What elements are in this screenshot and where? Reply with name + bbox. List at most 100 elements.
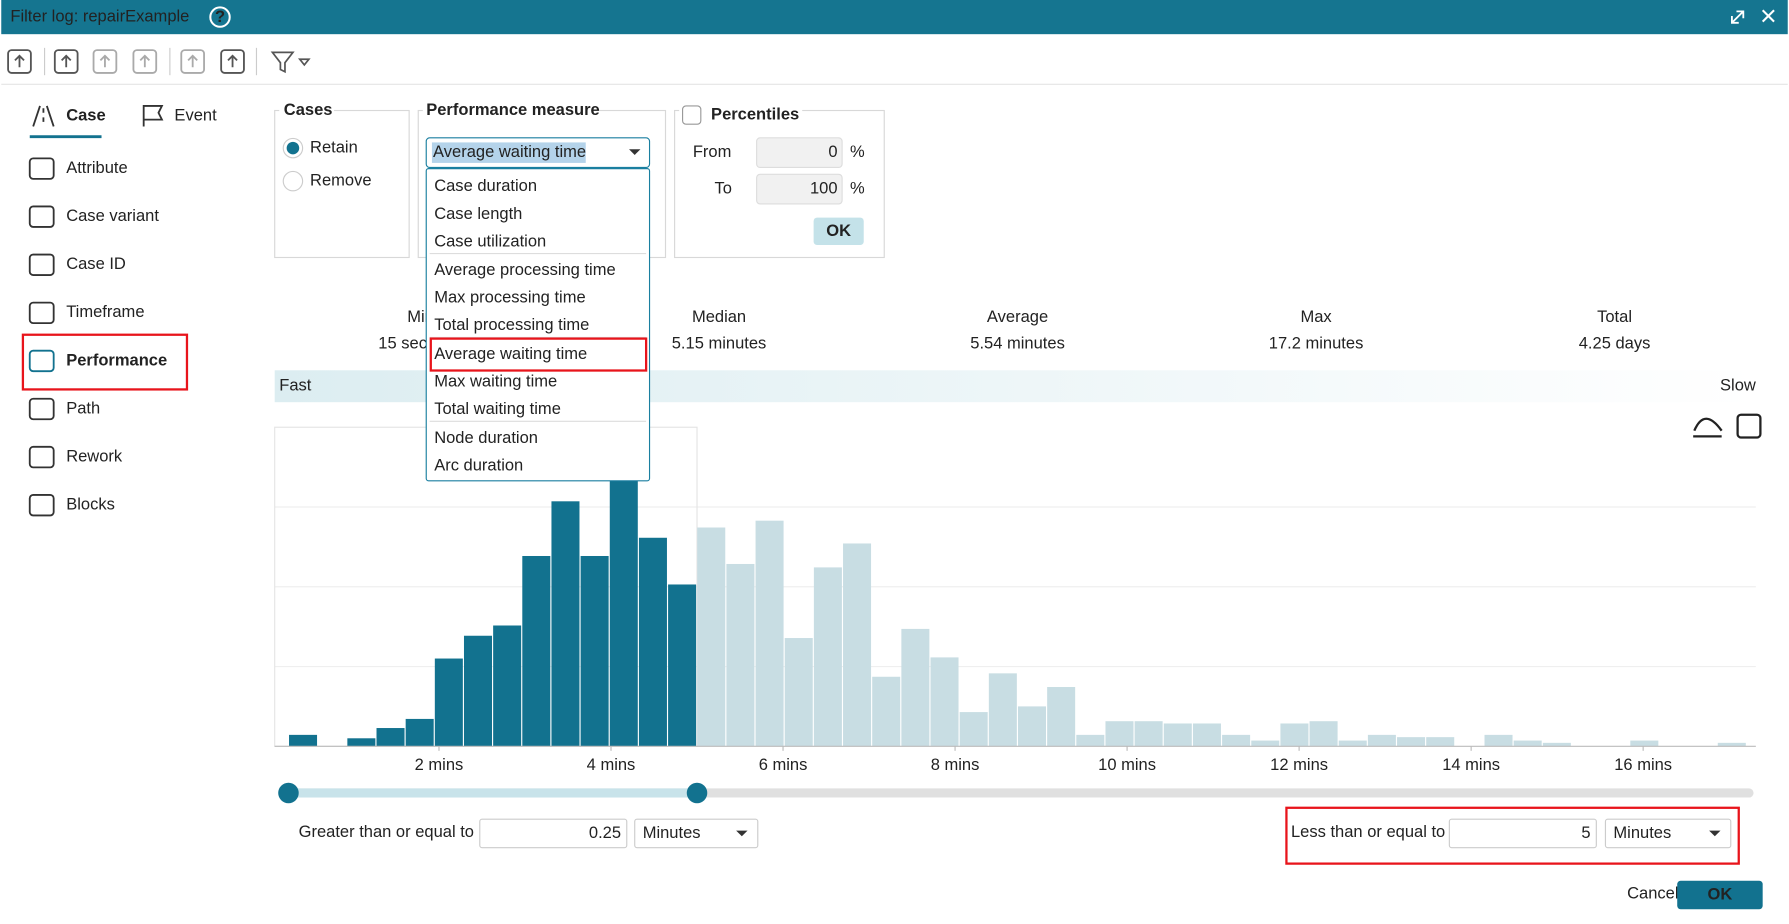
nav-item[interactable]: Path [66, 398, 100, 417]
radio[interactable] [282, 170, 304, 192]
toolbar-button[interactable] [92, 49, 118, 74]
number-value: 0.25 [589, 823, 621, 842]
histogram-bar [1251, 740, 1280, 747]
chart-mode-icon[interactable] [1693, 417, 1723, 438]
histogram-bar [959, 712, 988, 747]
measure-option[interactable]: Average waiting time [434, 344, 587, 363]
nav-tab[interactable]: Case [66, 106, 105, 125]
histogram-bar [551, 501, 580, 747]
measure-option[interactable]: Case utilization [434, 231, 546, 250]
x-tick-label: 2 mins [415, 755, 464, 774]
slider-thumb[interactable] [278, 782, 299, 804]
histogram-bar [493, 625, 522, 747]
histogram-bar [463, 635, 493, 747]
nav-item[interactable]: Attribute [66, 158, 128, 177]
toolbar-button[interactable] [132, 49, 158, 74]
histogram-bar [697, 527, 726, 747]
nav-icon [28, 445, 55, 469]
toolbar-glyph [139, 54, 151, 68]
select-arrow [736, 830, 748, 837]
toolbar-button[interactable] [180, 49, 205, 74]
number-input[interactable] [1448, 818, 1597, 849]
unit-select[interactable] [634, 818, 759, 849]
tab-icon [142, 105, 164, 127]
nav-item[interactable]: Blocks [66, 495, 115, 514]
histogram-bar [1105, 721, 1134, 747]
toolbar-button[interactable] [220, 49, 245, 74]
percentile-input[interactable] [756, 137, 843, 169]
unit-select[interactable] [1604, 818, 1732, 849]
nav-item[interactable]: Case variant [66, 206, 159, 225]
measure-option[interactable]: Total waiting time [434, 399, 561, 418]
measure-option[interactable]: Total processing time [434, 315, 589, 334]
stat-label: Median [692, 307, 746, 326]
nav-tab[interactable]: Event [174, 106, 217, 125]
measure-option[interactable]: Max waiting time [434, 371, 557, 390]
nav-item[interactable]: Performance [66, 350, 167, 369]
ok-label: OK [1708, 884, 1733, 903]
histogram-bar [1047, 687, 1076, 747]
nav-item[interactable]: Rework [66, 446, 123, 465]
toolbar-button[interactable] [7, 49, 32, 74]
toolbar-glyph [61, 54, 72, 68]
histogram-bar [1076, 734, 1105, 747]
stat-label: Total [1597, 307, 1632, 326]
nav-icon [28, 157, 55, 180]
checkbox[interactable] [682, 105, 702, 125]
toolbar-glyph [227, 54, 238, 68]
toolbar-glyph [99, 54, 111, 68]
ok-button[interactable] [1677, 880, 1763, 910]
percentile-input[interactable] [756, 173, 843, 205]
nav-icon [28, 494, 55, 517]
nav-icon [28, 397, 55, 421]
histogram-bar [813, 567, 842, 747]
nav-item[interactable]: Timeframe [66, 302, 144, 321]
histogram-bar [988, 673, 1017, 747]
window-title: Filter log: repairExample [10, 6, 189, 25]
cases-panel [274, 109, 410, 259]
close-icon[interactable] [1761, 9, 1775, 23]
histogram-bar [1367, 734, 1396, 747]
help-icon[interactable] [209, 6, 231, 28]
cancel-button[interactable]: Cancel [1627, 884, 1678, 903]
number-value: 5 [1581, 823, 1590, 842]
measure-option[interactable]: Case duration [434, 176, 537, 195]
nav-icon [28, 205, 55, 228]
expand-icon[interactable] [1730, 10, 1745, 24]
nav-item[interactable]: Case ID [66, 254, 126, 273]
percentile-label: To [714, 178, 731, 197]
toolbar-button[interactable] [53, 49, 79, 74]
histogram-bar [1426, 737, 1455, 747]
measure-value: Average waiting time [433, 142, 586, 161]
slider-thumb[interactable] [686, 782, 708, 804]
measure-option[interactable]: Max processing time [434, 288, 585, 307]
measure-dropdown [425, 168, 651, 482]
histogram-bar [1630, 740, 1659, 747]
histogram-bar [872, 676, 901, 747]
measure-option[interactable]: Arc duration [434, 455, 523, 474]
measure-option[interactable]: Case length [434, 204, 522, 223]
filter-menu[interactable] [270, 51, 311, 74]
select-arrow [629, 149, 641, 155]
measure-option[interactable]: Node duration [434, 428, 538, 447]
histogram-bar [843, 543, 872, 747]
option-highlight-box [429, 337, 648, 372]
histogram-bar [1280, 723, 1309, 747]
histogram-bar [1192, 723, 1221, 747]
measure-option[interactable]: Average processing time [434, 260, 615, 279]
chart-mode-icon[interactable] [1736, 413, 1762, 439]
number-input[interactable] [479, 818, 628, 849]
panel-label-bg [679, 100, 803, 121]
toolbar-glyph [187, 54, 198, 68]
percentile-value: 100 [810, 178, 838, 197]
percentile-ok[interactable] [813, 217, 864, 245]
histogram-bar [930, 657, 959, 747]
histogram-bar [755, 520, 784, 747]
nav-icon [28, 301, 55, 325]
histogram-bar [1222, 734, 1251, 747]
histogram-bar [638, 537, 667, 747]
histogram-bar [609, 472, 638, 747]
x-tick-label: 12 mins [1270, 755, 1328, 774]
range-label: Greater than or equal to [299, 822, 474, 841]
